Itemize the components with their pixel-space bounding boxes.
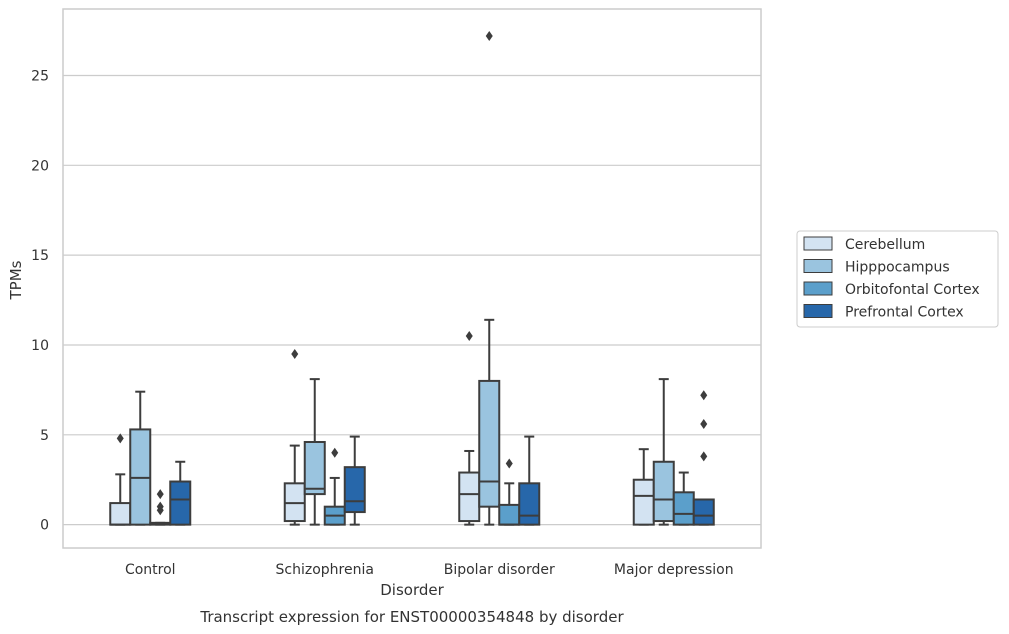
- x-tick-label: Control: [125, 562, 176, 578]
- y-tick-label: 0: [40, 518, 49, 534]
- x-tick-label: Schizophrenia: [276, 562, 374, 578]
- legend-swatch: [803, 259, 833, 273]
- box-iqr: [498, 503, 521, 526]
- box-iqr: [109, 502, 132, 526]
- box-plot: [692, 390, 715, 526]
- x-tick-label: Major depression: [614, 562, 734, 578]
- outlier-point: [156, 501, 164, 512]
- chart-caption: Transcript expression for ENST0000035484…: [199, 608, 624, 626]
- outlier-point: [465, 330, 473, 341]
- legend-frame: [796, 230, 999, 328]
- box-plot: [149, 489, 172, 526]
- x-axis-ticks: Control Schizophrenia Bipolar disorder Majo…: [125, 562, 734, 578]
- box-plots: [109, 30, 715, 526]
- outlier-point: [291, 348, 299, 359]
- box-iqr: [692, 498, 715, 526]
- box-plot: [478, 30, 501, 526]
- box-iqr: [343, 466, 366, 514]
- box-iqr: [169, 480, 192, 526]
- outlier-point: [485, 30, 493, 41]
- legend-label: Orbitofontal Cortex: [845, 282, 980, 298]
- grid-lines: [63, 74, 761, 526]
- legend-swatch: [803, 236, 833, 251]
- legend-swatch: [803, 304, 833, 318]
- legend-label: Prefrontal Cortex: [845, 305, 964, 321]
- box-plot: [632, 448, 655, 526]
- box-plot: [518, 435, 541, 526]
- y-tick-label: 5: [40, 428, 49, 444]
- y-tick-label: 15: [31, 248, 49, 264]
- box-iqr: [518, 482, 541, 526]
- x-axis-title: Disorder: [380, 581, 444, 599]
- box-plot: [652, 378, 675, 526]
- box-plot: [343, 435, 366, 526]
- box-iqr: [478, 379, 501, 508]
- y-tick-label: 25: [31, 68, 49, 84]
- outlier-point: [505, 458, 513, 469]
- x-tick-label: Bipolar disorder: [444, 562, 555, 578]
- legend-label: Cerebellum: [845, 237, 925, 253]
- legend-swatch: [803, 281, 833, 296]
- box-plot: [303, 378, 326, 526]
- box-plot: [129, 390, 152, 526]
- box-iqr: [303, 440, 326, 496]
- box-iqr: [632, 478, 655, 526]
- box-plot: [109, 433, 132, 526]
- plot-frame: [62, 8, 762, 549]
- legend: Cerebellum Hipppocampus Orbitofontal Corte…: [796, 230, 999, 328]
- outlier-point: [700, 419, 708, 430]
- box-plot: [458, 330, 481, 526]
- box-plot: [283, 348, 306, 526]
- box-iqr: [652, 460, 675, 523]
- outlier-point: [156, 489, 164, 500]
- box-plot: [498, 458, 521, 526]
- y-tick-label: 20: [31, 158, 49, 174]
- outlier-point: [700, 451, 708, 462]
- box-plot: [672, 471, 695, 526]
- y-axis-title: TPMs: [7, 260, 25, 300]
- outlier-point: [331, 447, 339, 458]
- box-plot: [323, 447, 346, 526]
- legend-label: Hipppocampus: [845, 260, 950, 276]
- box-iqr: [458, 471, 481, 523]
- outlier-point: [116, 433, 124, 444]
- y-axis-ticks: 0 5 10 15 20 25: [31, 68, 49, 533]
- box-iqr: [672, 491, 695, 526]
- y-tick-label: 10: [31, 338, 49, 354]
- box-plot: [169, 460, 192, 526]
- outlier-point: [700, 390, 708, 401]
